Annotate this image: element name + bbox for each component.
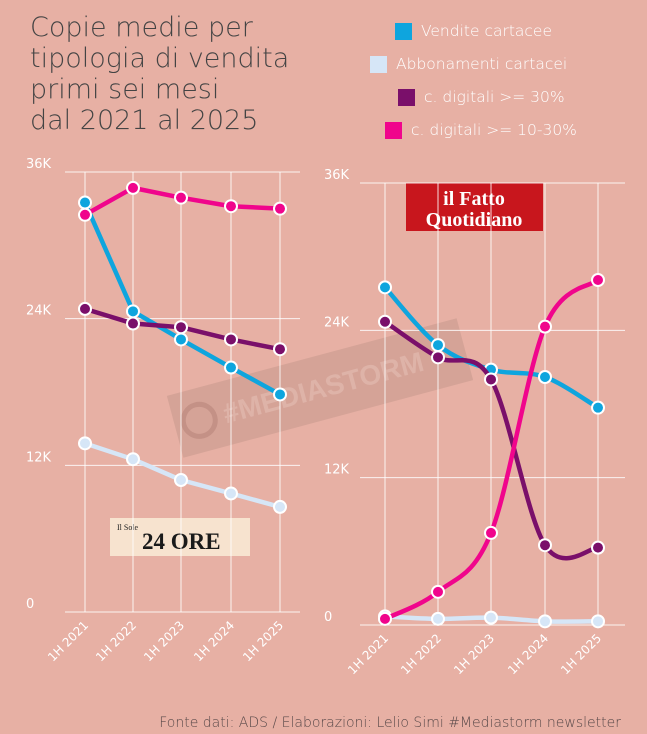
data-point (224, 199, 238, 214)
x-tick-label: 1H 2025 (240, 618, 286, 664)
y-tick-label: 24K (26, 304, 52, 319)
x-tick-label: 1H 2023 (451, 631, 497, 677)
x-tick-label: 1H 2022 (398, 631, 444, 677)
x-tick-label: 1H 2024 (191, 618, 237, 664)
y-tick-label: 0 (324, 610, 332, 625)
chart-fatto-quotidiano: 0 12K 24K 36K 1H 2021 1H 2022 1H 2023 1H 2024 1H… (324, 168, 625, 677)
y-tick-label: 36K (324, 168, 350, 183)
fatto-quotidiano-logo: il Fatto Quotidiano (406, 183, 543, 231)
data-point (431, 584, 445, 599)
data-point (591, 614, 605, 629)
data-point (174, 190, 188, 205)
data-point (78, 195, 92, 210)
y-tick-label: 0 (26, 597, 34, 612)
y-tick-label: 24K (324, 315, 350, 330)
data-point (378, 611, 392, 626)
logo-line2: Quotidiano (426, 209, 523, 231)
data-point (78, 436, 92, 451)
y-tick-label: 12K (26, 450, 52, 465)
data-point (224, 332, 238, 347)
x-tick-label: 1H 2023 (141, 618, 187, 664)
x-tick-label: 1H 2024 (505, 631, 551, 677)
title-line: dal 2021 al 2025 (30, 105, 259, 136)
data-point (378, 280, 392, 295)
chart-title: Copie medie per tipologia di vendita pri… (30, 12, 330, 136)
data-point (273, 387, 287, 402)
data-point (431, 611, 445, 626)
data-point (126, 180, 140, 195)
title-line: Copie medie per (30, 12, 253, 43)
data-point (78, 301, 92, 316)
data-point (484, 610, 498, 625)
x-tick-label: 1H 2021 (345, 631, 391, 677)
data-point (538, 614, 552, 629)
logo-line1: il Fatto (443, 188, 505, 210)
x-tick-label: 1H 2025 (558, 631, 604, 677)
data-point (431, 350, 445, 365)
data-point (484, 525, 498, 540)
x-tick-label: 1H 2022 (93, 618, 139, 664)
watermark-logo-icon (180, 401, 218, 439)
data-point (174, 320, 188, 335)
logo-small-text: Il Sole (117, 523, 139, 532)
data-point (484, 372, 498, 387)
data-point (591, 272, 605, 287)
sole-24-ore-logo: Il Sole 24 ORE (110, 518, 250, 556)
data-point (273, 342, 287, 357)
data-point (538, 369, 552, 384)
mediastorm-watermark: #MEDIASTORM (166, 318, 474, 458)
data-point (174, 332, 188, 347)
title-line: primi sei mesi (30, 74, 220, 105)
data-point (378, 314, 392, 329)
data-point (126, 316, 140, 331)
x-tick-label: 1H 2021 (45, 618, 91, 664)
data-point (431, 338, 445, 353)
data-point (224, 360, 238, 375)
y-tick-label: 12K (324, 463, 350, 478)
data-point (591, 540, 605, 555)
data-point (591, 400, 605, 415)
data-point (174, 473, 188, 487)
y-tick-label: 36K (26, 157, 52, 172)
data-point (273, 201, 287, 216)
data-point (224, 486, 238, 501)
data-point (273, 499, 287, 514)
data-point (538, 319, 552, 334)
data-point (126, 304, 140, 319)
source-note: Fonte dati: ADS / Elaborazioni: Lelio Si… (159, 715, 621, 731)
series-line (82, 200, 283, 397)
title-line: tipologia di vendita (30, 43, 290, 74)
data-point (538, 538, 552, 553)
data-point (78, 207, 92, 222)
data-point (126, 452, 140, 467)
